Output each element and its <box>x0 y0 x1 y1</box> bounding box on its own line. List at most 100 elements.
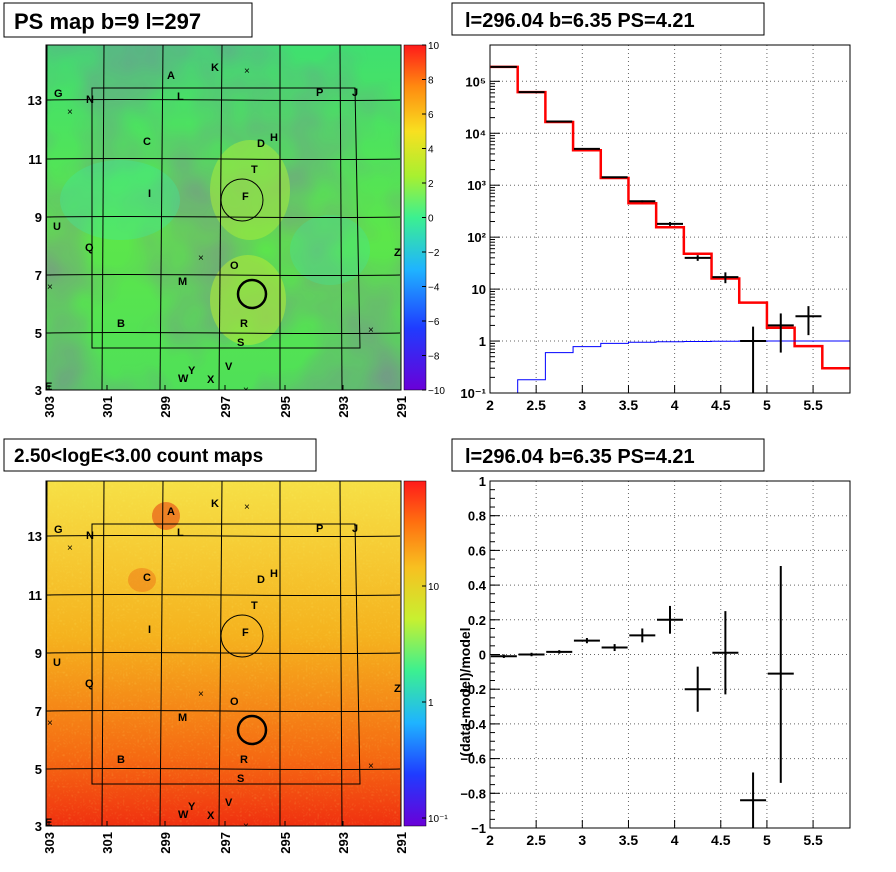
y-tick-label: 0 <box>479 648 486 663</box>
x-tick-label: 301 <box>100 832 115 854</box>
longitude-line <box>339 45 343 390</box>
source-circle-f <box>220 178 264 222</box>
residual-point <box>657 605 683 634</box>
y-tick-label: 7 <box>35 704 42 719</box>
y-tick-label: 5 <box>35 762 42 777</box>
x-tick-label: 295 <box>278 832 293 854</box>
cross-marker: × <box>67 543 73 554</box>
x-tick-label: 2 <box>486 832 494 848</box>
x-tick-label: 3 <box>578 397 586 413</box>
ps-map-title-box <box>3 2 253 38</box>
cross-marker: × <box>368 761 374 772</box>
residual-point <box>573 638 600 644</box>
source-label: K <box>211 498 219 510</box>
x-tick-label: 295 <box>278 396 293 418</box>
source-label: W <box>178 373 189 385</box>
x-tick-label: 299 <box>158 396 173 418</box>
colorbar-tick-label: 4 <box>428 145 434 156</box>
residual-point <box>601 644 628 652</box>
source-label: S <box>237 337 244 349</box>
residual-point <box>546 650 573 654</box>
x-tick-label: 4 <box>671 397 679 413</box>
source-label: V <box>225 361 233 373</box>
source-label: Q <box>85 678 94 690</box>
latitude-line <box>47 709 401 713</box>
latitude-line <box>47 651 401 655</box>
y-tick-label: 10³ <box>467 178 486 193</box>
residual-point <box>740 772 767 828</box>
x-tick-label: 2 <box>486 397 494 413</box>
source-label: X <box>207 810 215 822</box>
colorbar-tick-label: −6 <box>428 317 440 328</box>
y-tick-label: 7 <box>35 268 42 283</box>
y-tick-label: 10⁻¹ <box>460 386 486 401</box>
data-point <box>657 222 683 226</box>
y-tick-label: 10 <box>472 282 486 297</box>
y-tick-label: −0.2 <box>460 682 486 697</box>
x-tick-label: 3.5 <box>619 397 639 413</box>
y-tick-label: 9 <box>35 210 42 225</box>
source-label: R <box>240 318 248 330</box>
colorbar-tick-label: −4 <box>428 283 440 294</box>
y-tick-label: −0.6 <box>460 752 486 767</box>
source-label: X <box>207 374 215 386</box>
ps-map-panel: PS map b=9 l=297 A K G N L P J C D H T F I U Q O Z M B RSV Y… <box>3 2 445 418</box>
x-tick-label: 291 <box>394 396 409 418</box>
source-label: T <box>251 600 258 612</box>
ps-map-image: AKGNLPJCDHTFIUQOZMBRSVYWXE×××××× <box>46 45 401 390</box>
colorbar-tick-label: 10 <box>428 41 440 52</box>
y-tick-label: −1 <box>471 821 486 836</box>
x-tick-label: 5.5 <box>803 397 823 413</box>
y-tick-label: 0.4 <box>468 578 487 593</box>
cross-marker: × <box>244 502 250 513</box>
plot-frame <box>489 44 851 394</box>
residual-ylabel: (data-model)/model <box>457 627 473 756</box>
residual-title: l=296.04 b=6.35 PS=4.21 <box>465 446 695 468</box>
colorbar-tick-label: 0 <box>428 214 434 225</box>
colorbar-tick-label: 8 <box>428 76 434 87</box>
latitude-line <box>47 215 401 219</box>
longitude-line <box>101 45 105 390</box>
source-label: L <box>177 91 184 103</box>
latitude-line <box>47 98 401 102</box>
source-label: J <box>352 87 358 99</box>
colorbar-tick-label: −8 <box>428 352 440 363</box>
x-tick-label: 301 <box>100 396 115 418</box>
source-label: A <box>167 506 175 518</box>
residual-point <box>767 566 794 783</box>
x-tick-label: 303 <box>42 832 57 854</box>
y-tick-label: 1 <box>479 474 486 489</box>
y-tick-label: 0.6 <box>468 543 486 558</box>
cross-marker: × <box>47 718 53 729</box>
source-label: Z <box>394 247 401 259</box>
y-tick-label: 10⁵ <box>465 74 486 89</box>
y-tick-label: 5 <box>35 326 42 341</box>
data-point <box>795 306 822 336</box>
source-label: G <box>54 88 63 100</box>
x-tick-label: 293 <box>336 832 351 854</box>
y-tick-label: 10⁴ <box>465 126 486 141</box>
colorbar-tick-label: 2 <box>428 179 434 190</box>
roi-box <box>91 87 361 349</box>
y-tick-label: 1 <box>479 334 486 349</box>
x-tick-label: 297 <box>218 396 233 418</box>
source-label: S <box>237 773 244 785</box>
source-label: W <box>178 809 189 821</box>
longitude-line <box>159 45 164 390</box>
source-label: G <box>54 524 63 536</box>
y-tick-label: 3 <box>35 383 42 398</box>
ps-map-title: PS map b=9 l=297 <box>14 9 201 34</box>
source-label: T <box>251 164 258 176</box>
data-point <box>546 120 573 123</box>
residual-point <box>629 628 656 643</box>
latitude-line <box>47 534 401 538</box>
count-map-panel: 2.50<logE<3.00 count maps A K G N L P J C D H T F I U… <box>3 438 448 854</box>
longitude-line <box>218 45 223 390</box>
source-label: U <box>53 221 61 233</box>
source-label: A <box>167 70 175 82</box>
colorbar-tick-label: −2 <box>428 248 440 259</box>
y-tick-label: 13 <box>28 529 42 544</box>
x-tick-label: 3 <box>578 832 586 848</box>
x-tick-label: 5 <box>763 832 771 848</box>
